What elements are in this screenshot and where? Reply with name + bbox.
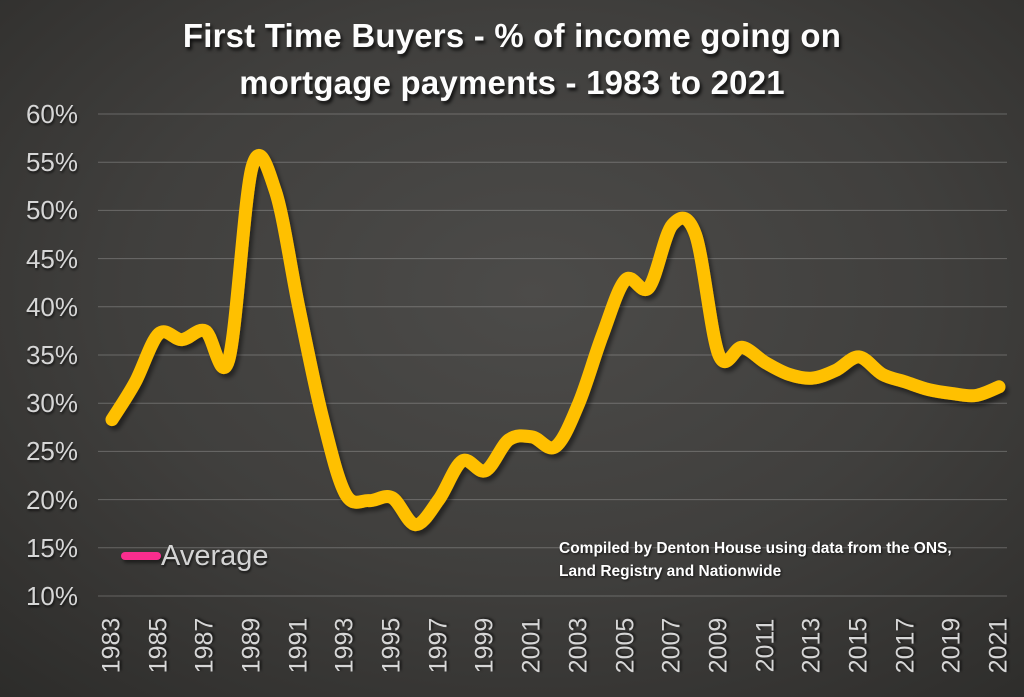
- x-tick-label: 1997: [424, 617, 453, 674]
- x-tick-label: 1989: [237, 617, 266, 674]
- x-tick-label: 2009: [704, 617, 733, 674]
- legend-label: Average: [161, 539, 269, 572]
- y-tick-label: 30%: [25, 388, 78, 419]
- y-tick-label: 10%: [25, 581, 78, 611]
- x-tick-label: 1983: [97, 617, 126, 674]
- x-tick-label: 1999: [470, 617, 499, 674]
- x-tick-label: 1987: [190, 617, 219, 674]
- y-tick-label: 55%: [25, 147, 78, 178]
- y-tick-label: 50%: [25, 195, 78, 226]
- y-tick-label: 45%: [25, 243, 78, 274]
- average-line-swatch: [121, 552, 161, 560]
- x-tick-label: 2007: [657, 617, 686, 674]
- x-tick-label: 2011: [751, 618, 780, 673]
- y-tick-label: 35%: [25, 340, 78, 370]
- x-tick-label: 1995: [377, 617, 406, 674]
- x-tick-label: 2017: [891, 617, 920, 674]
- y-tick-label: 60%: [25, 99, 78, 129]
- source-note: Compiled by Denton House using data from…: [559, 538, 979, 583]
- y-tick-label: 20%: [25, 484, 78, 515]
- x-tick-label: 2021: [984, 617, 1013, 674]
- source-note-line1: Compiled by Denton House using data from…: [559, 540, 952, 557]
- chart-title: First Time Buyers - % of income going on…: [182, 17, 842, 101]
- x-tick-label: 1985: [144, 617, 173, 674]
- series-line: [105, 148, 1006, 532]
- x-tick-label: 1991: [284, 617, 313, 674]
- y-tick-label: 15%: [25, 532, 78, 563]
- source-note-line2: Land Registry and Nationwide: [559, 562, 782, 580]
- x-tick-label: 2019: [937, 617, 966, 674]
- x-tick-label: 2015: [844, 617, 873, 674]
- x-tick-label: 2013: [797, 617, 826, 674]
- x-tick-label: 2003: [564, 617, 593, 674]
- x-tick-label: 2005: [611, 617, 640, 674]
- legend: Average: [121, 536, 269, 576]
- y-tick-label: 40%: [25, 291, 78, 322]
- x-tick-label: 2001: [517, 617, 546, 674]
- y-tick-label: 25%: [25, 436, 78, 467]
- x-tick-label: 1993: [330, 617, 359, 674]
